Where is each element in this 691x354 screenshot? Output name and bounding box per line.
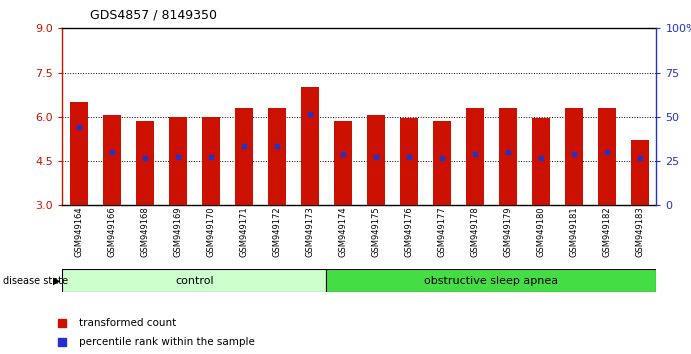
- Bar: [267, 108, 286, 205]
- Bar: [565, 108, 583, 205]
- Bar: [135, 121, 154, 205]
- Text: GDS4857 / 8149350: GDS4857 / 8149350: [90, 9, 217, 22]
- Text: obstructive sleep apnea: obstructive sleep apnea: [424, 275, 558, 286]
- Text: ▶: ▶: [53, 276, 61, 286]
- Bar: [62, 269, 326, 292]
- Bar: [326, 269, 656, 292]
- Text: control: control: [175, 275, 214, 286]
- Bar: [532, 118, 550, 205]
- Bar: [433, 121, 451, 205]
- Bar: [70, 102, 88, 205]
- Text: disease state: disease state: [3, 276, 68, 286]
- Bar: [334, 121, 352, 205]
- Text: percentile rank within the sample: percentile rank within the sample: [79, 337, 255, 347]
- Bar: [466, 108, 484, 205]
- Bar: [631, 141, 649, 205]
- Bar: [499, 108, 517, 205]
- Bar: [235, 108, 253, 205]
- Bar: [400, 118, 418, 205]
- Bar: [103, 115, 121, 205]
- Text: transformed count: transformed count: [79, 318, 176, 328]
- Bar: [202, 117, 220, 205]
- Bar: [301, 87, 319, 205]
- Bar: [598, 108, 616, 205]
- Bar: [169, 117, 187, 205]
- Bar: [367, 115, 385, 205]
